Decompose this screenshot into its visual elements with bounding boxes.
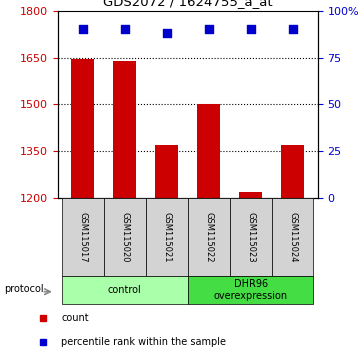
Text: GSM115024: GSM115024 (288, 212, 297, 262)
Bar (239, 192, 262, 198)
Bar (230, 198, 271, 276)
Point (80, 27, 86, 32)
Bar (281, 145, 304, 198)
Point (164, 30, 170, 36)
Bar (271, 198, 313, 276)
Text: protocol: protocol (5, 284, 44, 294)
Bar (146, 198, 188, 276)
Text: GSM115020: GSM115020 (120, 212, 129, 262)
Bar (62, 276, 188, 304)
Title: GDS2072 / 1624755_a_at: GDS2072 / 1624755_a_at (103, 0, 273, 8)
Bar (62, 198, 104, 276)
Point (206, 27, 212, 32)
Text: GSM115023: GSM115023 (246, 212, 255, 263)
Text: GSM115022: GSM115022 (204, 212, 213, 262)
Point (290, 27, 295, 32)
Bar (155, 145, 178, 198)
Text: DHR96
overexpression: DHR96 overexpression (214, 279, 288, 301)
Bar (104, 198, 146, 276)
Bar (113, 61, 136, 198)
Text: GSM115017: GSM115017 (78, 212, 87, 263)
Point (248, 27, 253, 32)
Bar (188, 198, 230, 276)
Text: count: count (61, 313, 89, 323)
Bar (197, 104, 220, 198)
Text: percentile rank within the sample: percentile rank within the sample (61, 337, 226, 347)
Bar (188, 276, 313, 304)
Text: GSM115021: GSM115021 (162, 212, 171, 262)
Text: control: control (108, 285, 142, 295)
Point (122, 27, 128, 32)
Bar (71, 59, 95, 198)
